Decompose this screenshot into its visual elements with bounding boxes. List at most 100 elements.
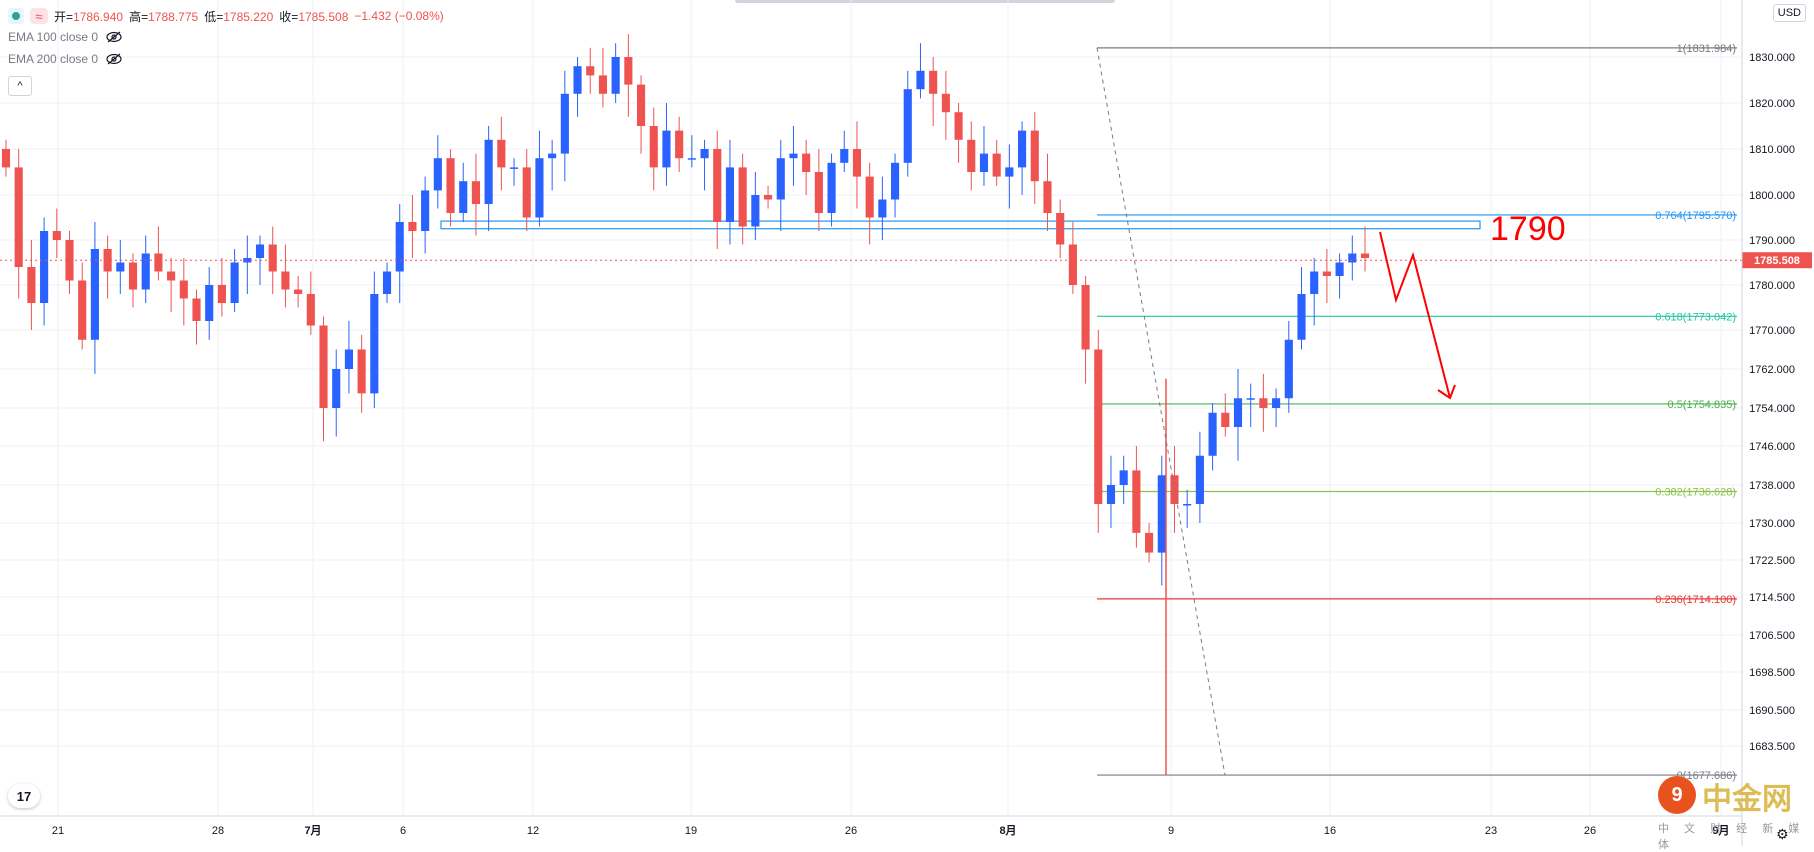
- fib-level-label: 0.382(1736.628): [1655, 487, 1736, 499]
- candle-body: [992, 153, 1001, 177]
- y-tick-label: 1698.500: [1749, 667, 1795, 679]
- candle-body: [827, 162, 836, 213]
- candle-body: [141, 253, 150, 290]
- chevron-up-icon: ^: [17, 80, 23, 92]
- watermark-circle-icon: 9: [1658, 776, 1696, 814]
- y-tick-label: 1762.000: [1749, 364, 1795, 376]
- collapse-legend-button[interactable]: ^: [8, 76, 32, 96]
- x-tick-label: 16: [1324, 825, 1336, 837]
- candle-body: [763, 195, 773, 200]
- candle-body: [1018, 130, 1027, 168]
- candle-body: [230, 262, 239, 303]
- market-status-icon[interactable]: [8, 8, 24, 24]
- tradingview-logo[interactable]: 17: [8, 784, 40, 808]
- candle-body: [1246, 398, 1255, 400]
- annotation-layer: 1785.508 1790: [0, 47, 1812, 776]
- y-tick-label: 1800.000: [1749, 190, 1795, 202]
- candle-body: [840, 149, 849, 163]
- settings-gear-icon[interactable]: ⚙: [1776, 826, 1789, 842]
- y-tick-label: 1830.000: [1749, 52, 1795, 64]
- indicator-ema-100[interactable]: EMA 100 close 0: [8, 26, 444, 48]
- candle-body: [421, 190, 430, 231]
- candle-body: [649, 126, 658, 168]
- watermark-subtitle: 中 文 财 经 新 媒 体: [1658, 823, 1806, 851]
- y-tick-label: 1754.000: [1749, 403, 1795, 415]
- x-tick-label: 9: [1168, 825, 1174, 837]
- candle-body: [878, 199, 887, 218]
- candle-body: [128, 262, 138, 290]
- annotation-1790: 1790: [1490, 210, 1566, 248]
- y-tick-label: 1690.500: [1749, 705, 1795, 717]
- candle-body: [573, 66, 582, 94]
- candle-body: [522, 167, 531, 218]
- x-tick-label: 8月: [999, 824, 1016, 837]
- candle-body: [167, 271, 176, 281]
- candle-body: [979, 153, 989, 172]
- y-tick-label: 1820.000: [1749, 98, 1795, 110]
- candle-body: [1284, 339, 1293, 399]
- candle-body: [1297, 294, 1306, 340]
- candle-body: [255, 244, 265, 258]
- candle-body: [1043, 181, 1052, 213]
- y-tick-label: 1738.000: [1749, 480, 1795, 492]
- eye-hidden-icon[interactable]: [106, 53, 122, 65]
- candle-body: [967, 139, 976, 172]
- watermark-logo: 9 中金网 中 文 财 经 新 媒 体: [1658, 772, 1808, 851]
- candle-body: [1081, 285, 1090, 350]
- fib-level-label: 0.236(1714.100): [1655, 594, 1736, 606]
- change-value: −1.432 (−0.08%): [354, 9, 444, 23]
- candle-body: [751, 195, 760, 227]
- x-tick-label: 23: [1485, 825, 1497, 837]
- x-tick-label: 6: [400, 825, 406, 837]
- candle-body: [217, 285, 226, 303]
- eye-hidden-icon[interactable]: [106, 31, 122, 43]
- last-price-label: 1785.508: [1754, 255, 1800, 267]
- candle-body: [1183, 504, 1192, 506]
- candle-body: [929, 70, 938, 94]
- candle-body: [459, 181, 468, 213]
- wave-icon[interactable]: ≈: [30, 8, 48, 24]
- candle-body: [370, 294, 379, 394]
- candle-body: [1068, 244, 1077, 285]
- candle-body: [1195, 455, 1204, 504]
- candle-body: [78, 280, 87, 340]
- y-tick-label: 1780.000: [1749, 280, 1795, 292]
- candle-body: [433, 158, 442, 191]
- candle-body: [687, 158, 696, 160]
- last-price-tag: [1742, 252, 1812, 269]
- y-tick-label: 1683.500: [1749, 741, 1795, 753]
- candle-body: [65, 240, 74, 281]
- candle-body: [90, 249, 99, 340]
- candle-body: [725, 167, 735, 222]
- arrow-head-icon: [1437, 384, 1456, 400]
- candle-body: [268, 244, 277, 272]
- top-tab-handle[interactable]: [735, 0, 1115, 3]
- indicator-ema-200[interactable]: EMA 200 close 0: [8, 48, 444, 70]
- candle-body: [446, 158, 455, 213]
- candle-body: [357, 349, 366, 394]
- fib-level-label: 0.618(1773.042): [1655, 311, 1736, 323]
- candle-body: [14, 167, 23, 267]
- candle-body: [27, 267, 36, 303]
- candle-body: [852, 149, 862, 177]
- candle-body: [116, 262, 125, 272]
- y-tick-label: 1746.000: [1749, 441, 1795, 453]
- candle-body: [281, 271, 290, 290]
- candle-body: [1360, 253, 1370, 258]
- candle-body: [1233, 398, 1243, 427]
- candle-body: [497, 139, 506, 168]
- candle-body: [916, 70, 925, 90]
- candle-body: [560, 93, 569, 154]
- y-tick-label: 1810.000: [1749, 144, 1795, 156]
- candle-body: [636, 84, 646, 126]
- candle-body: [1322, 271, 1331, 276]
- candle-body: [52, 231, 61, 240]
- candle-body: [738, 167, 747, 227]
- candle-body: [1272, 398, 1281, 408]
- y-tick-label: 1706.500: [1749, 630, 1795, 642]
- currency-selector[interactable]: USD: [1772, 4, 1806, 22]
- candle-body: [1, 149, 11, 168]
- candle-body: [776, 158, 785, 200]
